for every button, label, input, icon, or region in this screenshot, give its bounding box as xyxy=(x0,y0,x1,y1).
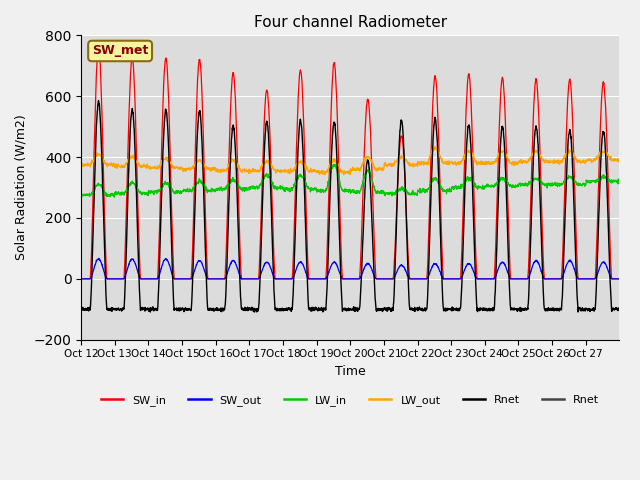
Y-axis label: Solar Radiation (W/m2): Solar Radiation (W/m2) xyxy=(15,115,28,261)
Legend: SW_in, SW_out, LW_in, LW_out, Rnet, Rnet: SW_in, SW_out, LW_in, LW_out, Rnet, Rnet xyxy=(97,391,604,410)
Title: Four channel Radiometer: Four channel Radiometer xyxy=(253,15,447,30)
Text: SW_met: SW_met xyxy=(92,45,148,58)
X-axis label: Time: Time xyxy=(335,365,365,378)
